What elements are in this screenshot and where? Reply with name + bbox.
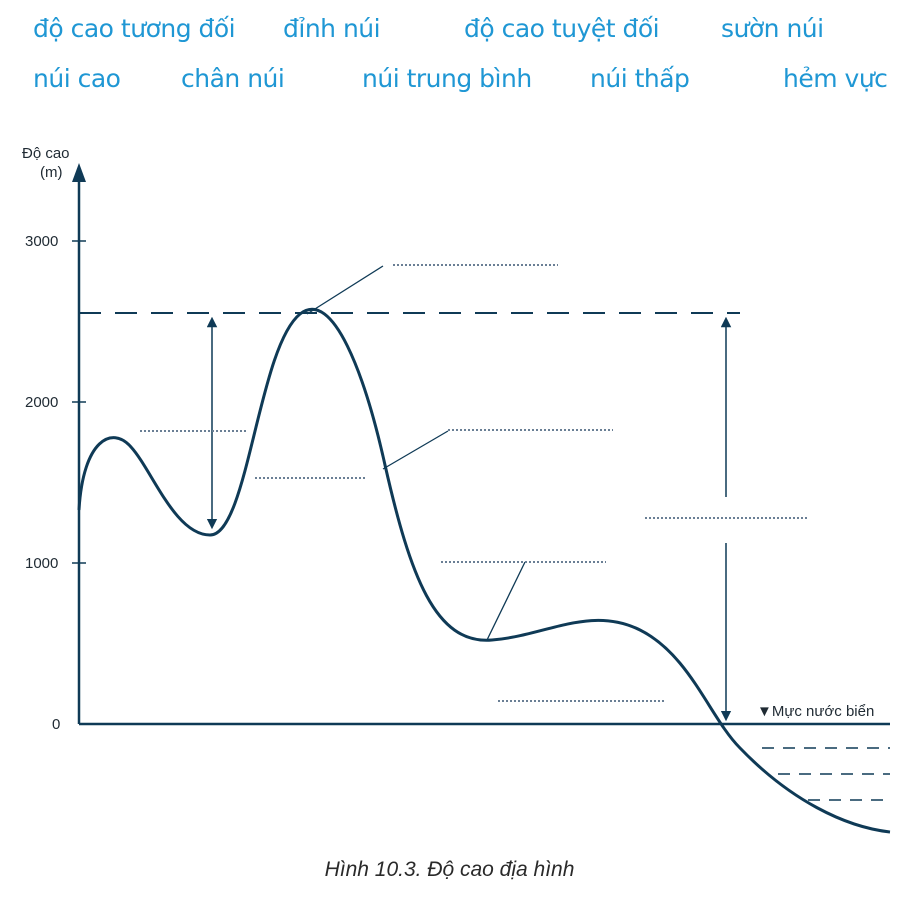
word-foot: chân núi [181,64,285,93]
word-slope: sườn núi [721,14,824,43]
word-high-mountain: núi cao [33,64,121,93]
word-bank: độ cao tương đối đỉnh núi độ cao tuyệt đ… [0,0,899,110]
peak-leader-line [306,265,384,315]
tick-label-2000: 2000 [25,394,58,411]
word-absolute-height: độ cao tuyệt đối [464,14,660,43]
word-relative-height: độ cao tương đối [33,14,236,43]
sea-level-label: ▼Mực nước biển [757,703,874,720]
y-axis-arrow [72,163,86,182]
word-medium-mountain: núi trung bình [362,64,532,93]
word-canyon: hẻm vực [783,64,888,93]
tick-label-0: 0 [52,716,60,733]
slope-leader-line [382,430,449,470]
word-peak: đỉnh núi [283,14,381,43]
tick-label-1000: 1000 [25,555,58,572]
word-low-mountain: núi thấp [590,64,690,93]
y-axis-title-line1: Độ cao [22,145,70,162]
figure-caption: Hình 10.3. Độ cao địa hình [324,858,575,881]
terrain-profile [77,307,891,834]
foot-leader-line [486,561,526,641]
y-axis-title-line2: (m) [40,164,63,181]
tick-label-3000: 3000 [25,233,58,250]
